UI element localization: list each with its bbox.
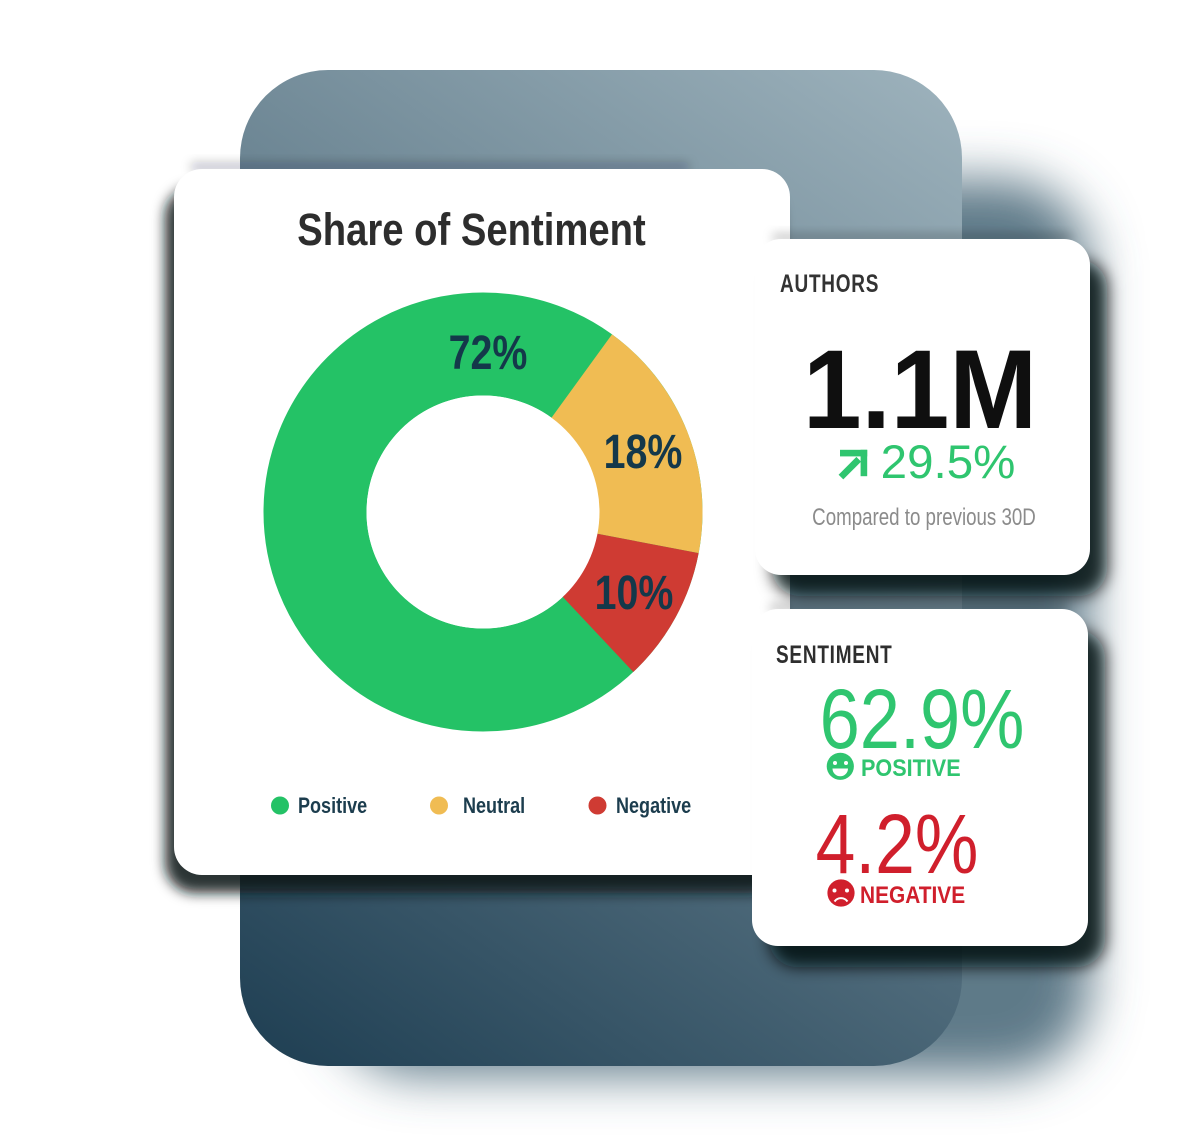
svg-text:10%: 10% xyxy=(595,566,674,620)
svg-text:18%: 18% xyxy=(604,425,683,479)
svg-text:1.1M: 1.1M xyxy=(803,328,1037,453)
svg-text:AUTHORS: AUTHORS xyxy=(780,269,879,297)
svg-text:72%: 72% xyxy=(449,326,528,380)
svg-text:4.2%: 4.2% xyxy=(816,796,979,891)
svg-text:Positive: Positive xyxy=(298,794,367,818)
svg-text:POSITIVE: POSITIVE xyxy=(861,754,961,781)
svg-text:62.9%: 62.9% xyxy=(820,672,1025,766)
svg-text:Neutral: Neutral xyxy=(463,794,525,818)
svg-text:SENTIMENT: SENTIMENT xyxy=(776,640,893,668)
svg-text:Compared to previous 30D: Compared to previous 30D xyxy=(812,504,1036,531)
svg-text:29.5%: 29.5% xyxy=(881,436,1016,489)
svg-text:Share of Sentiment: Share of Sentiment xyxy=(297,204,646,255)
svg-text:Negative: Negative xyxy=(616,794,691,818)
svg-text:NEGATIVE: NEGATIVE xyxy=(860,882,965,909)
